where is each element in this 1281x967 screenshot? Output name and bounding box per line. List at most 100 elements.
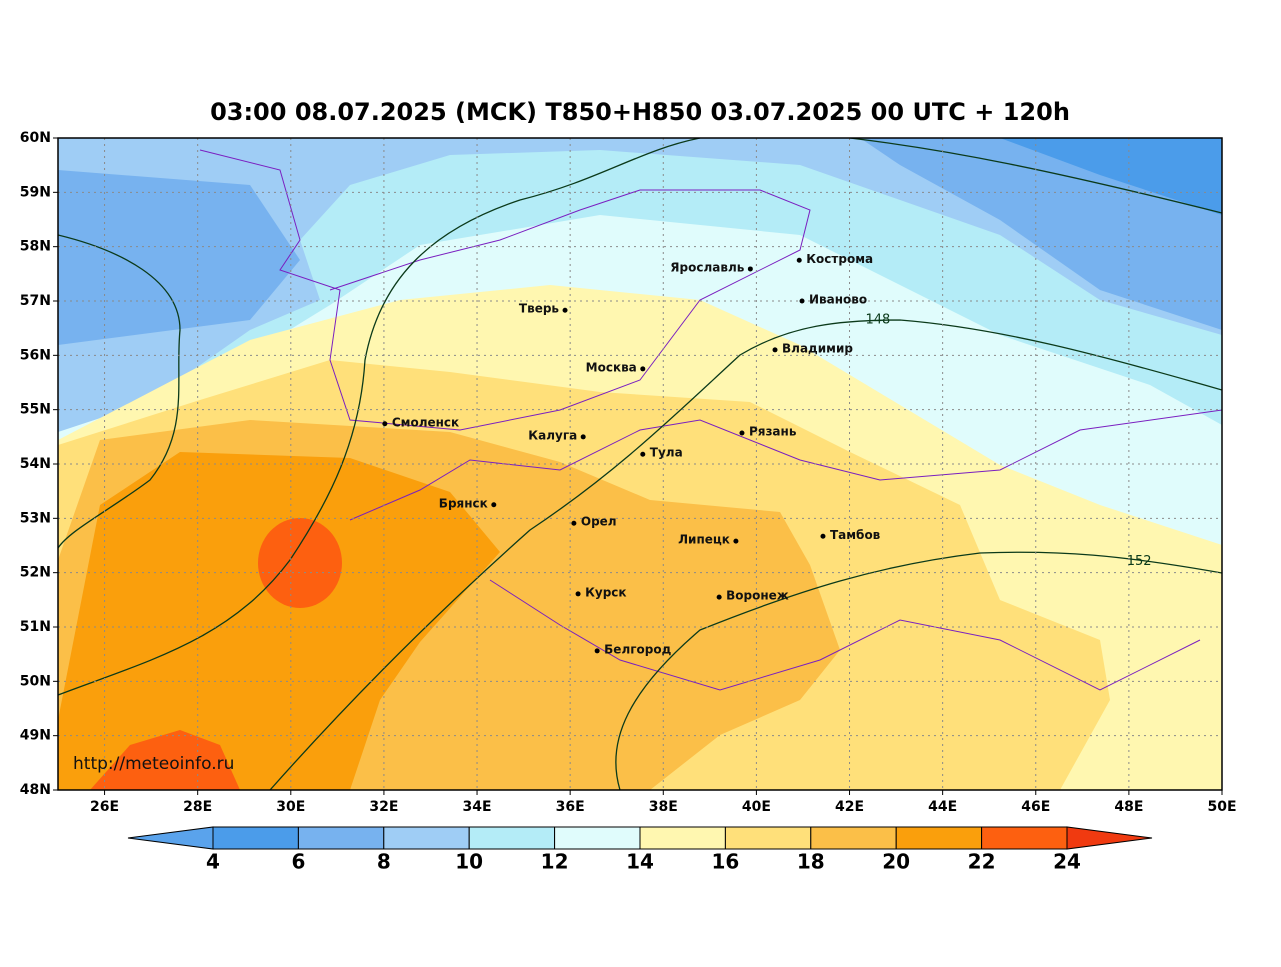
temp-field bbox=[90, 730, 240, 790]
colorbar-label: 24 bbox=[1053, 850, 1081, 874]
temp-field bbox=[860, 138, 1222, 330]
lon-tick-label: 26E bbox=[90, 799, 119, 815]
city-dot bbox=[772, 347, 778, 353]
colorbar-segment bbox=[554, 826, 641, 850]
lat-tick-label: 53N bbox=[20, 510, 51, 526]
lon-tick-label: 34E bbox=[463, 799, 492, 815]
lon-tick-label: 48E bbox=[1114, 799, 1143, 815]
colorbar-segment bbox=[724, 826, 812, 850]
contour-label: 148 bbox=[866, 313, 891, 328]
lat-tick-label: 50N bbox=[20, 673, 51, 689]
lat-tick-label: 59N bbox=[20, 184, 51, 200]
city-dot bbox=[382, 421, 388, 427]
title: 03:00 08.07.2025 (MCK) T850+H850 03.07.2… bbox=[210, 98, 1070, 126]
temp-field bbox=[1000, 138, 1222, 215]
colorbar-label: 6 bbox=[291, 850, 305, 874]
region-border bbox=[489, 579, 1201, 691]
colorbar-label: 4 bbox=[206, 850, 220, 874]
city-dot bbox=[491, 502, 497, 508]
lon-tick-label: 30E bbox=[276, 799, 305, 815]
city-label: Тамбов bbox=[830, 528, 881, 542]
region-border bbox=[199, 149, 811, 431]
city-label: Белгород bbox=[604, 642, 671, 656]
city-label: Ярославль bbox=[670, 260, 744, 274]
contour-line bbox=[269, 319, 1222, 790]
city-dot bbox=[820, 533, 826, 539]
temp-field bbox=[58, 452, 500, 790]
contour-line bbox=[58, 234, 181, 549]
city-label: Смоленск bbox=[392, 415, 459, 429]
city-label: Воронеж bbox=[726, 589, 789, 603]
lat-tick-label: 58N bbox=[20, 239, 51, 255]
city-dot bbox=[747, 266, 753, 272]
colorbar-label: 14 bbox=[626, 850, 654, 874]
lon-tick-label: 44E bbox=[928, 799, 957, 815]
lat-tick-label: 49N bbox=[20, 728, 51, 744]
region-border bbox=[349, 409, 1222, 521]
city-label: Тула bbox=[650, 446, 683, 460]
lat-tick-label: 60N bbox=[20, 130, 51, 146]
lon-tick-label: 40E bbox=[742, 799, 771, 815]
lon-tick-label: 50E bbox=[1207, 799, 1236, 815]
contour-line bbox=[849, 138, 1222, 214]
colorbar-label: 16 bbox=[711, 850, 739, 874]
colorbar-label: 22 bbox=[968, 850, 996, 874]
watermark: http://meteoinfo.ru bbox=[73, 754, 234, 774]
temp-field bbox=[258, 518, 342, 608]
lon-tick-label: 28E bbox=[183, 799, 212, 815]
city-dot bbox=[733, 538, 739, 544]
city-dot bbox=[640, 366, 646, 372]
colorbar-label: 18 bbox=[797, 850, 825, 874]
map-area: Ярославль Кострома Иваново Тверь Владимир Мос… bbox=[58, 138, 1222, 790]
city-label: Владимир bbox=[782, 341, 853, 355]
lon-tick-label: 46E bbox=[1021, 799, 1050, 815]
lat-tick-label: 57N bbox=[20, 293, 51, 309]
lat-tick-label: 48N bbox=[20, 782, 51, 798]
colorbar-label: 10 bbox=[455, 850, 483, 874]
city-dot bbox=[796, 257, 802, 263]
city-label: Калуга bbox=[528, 428, 577, 442]
colorbar-segment bbox=[981, 826, 1068, 850]
city-label: Рязань bbox=[749, 425, 797, 439]
city-dot bbox=[640, 451, 646, 457]
lon-tick-label: 38E bbox=[649, 799, 678, 815]
city-label: Иваново bbox=[809, 293, 867, 307]
colorbar-extend bbox=[127, 826, 214, 850]
lat-tick-label: 52N bbox=[20, 565, 51, 581]
colorbar-segment bbox=[468, 826, 556, 850]
contour-line bbox=[615, 551, 1222, 790]
city-dot bbox=[575, 591, 581, 597]
city-label: Орел bbox=[581, 515, 617, 529]
city-dot bbox=[739, 430, 745, 436]
colorbar-segment bbox=[297, 826, 385, 850]
colorbar-label: 12 bbox=[541, 850, 569, 874]
colorbar-segment bbox=[212, 826, 299, 850]
city-dot bbox=[571, 520, 577, 526]
city-label: Липецк bbox=[678, 533, 730, 547]
colorbar-label: 20 bbox=[882, 850, 910, 874]
contour-line bbox=[58, 138, 701, 696]
city-label: Брянск bbox=[439, 496, 488, 510]
city-dot bbox=[562, 307, 568, 313]
lat-tick-label: 51N bbox=[20, 619, 51, 635]
colorbar-segment bbox=[810, 826, 897, 850]
contour-label: 152 bbox=[1127, 554, 1152, 569]
city-dot bbox=[716, 594, 722, 600]
city-label: Кострома bbox=[806, 252, 873, 266]
lon-tick-label: 42E bbox=[835, 799, 864, 815]
lat-tick-label: 54N bbox=[20, 456, 51, 472]
lon-tick-label: 36E bbox=[556, 799, 585, 815]
colorbar-segment bbox=[895, 826, 983, 850]
colorbar-segment bbox=[383, 826, 470, 850]
lat-tick-label: 56N bbox=[20, 347, 51, 363]
colorbar-extend bbox=[1066, 826, 1153, 850]
city-label: Москва bbox=[586, 360, 637, 374]
city-dot bbox=[594, 648, 600, 654]
lon-tick-label: 32E bbox=[369, 799, 398, 815]
lat-tick-label: 55N bbox=[20, 402, 51, 418]
city-dot bbox=[799, 298, 805, 304]
colorbar-label: 8 bbox=[377, 850, 391, 874]
city-dot bbox=[580, 434, 586, 440]
city-label: Курск bbox=[585, 585, 626, 599]
